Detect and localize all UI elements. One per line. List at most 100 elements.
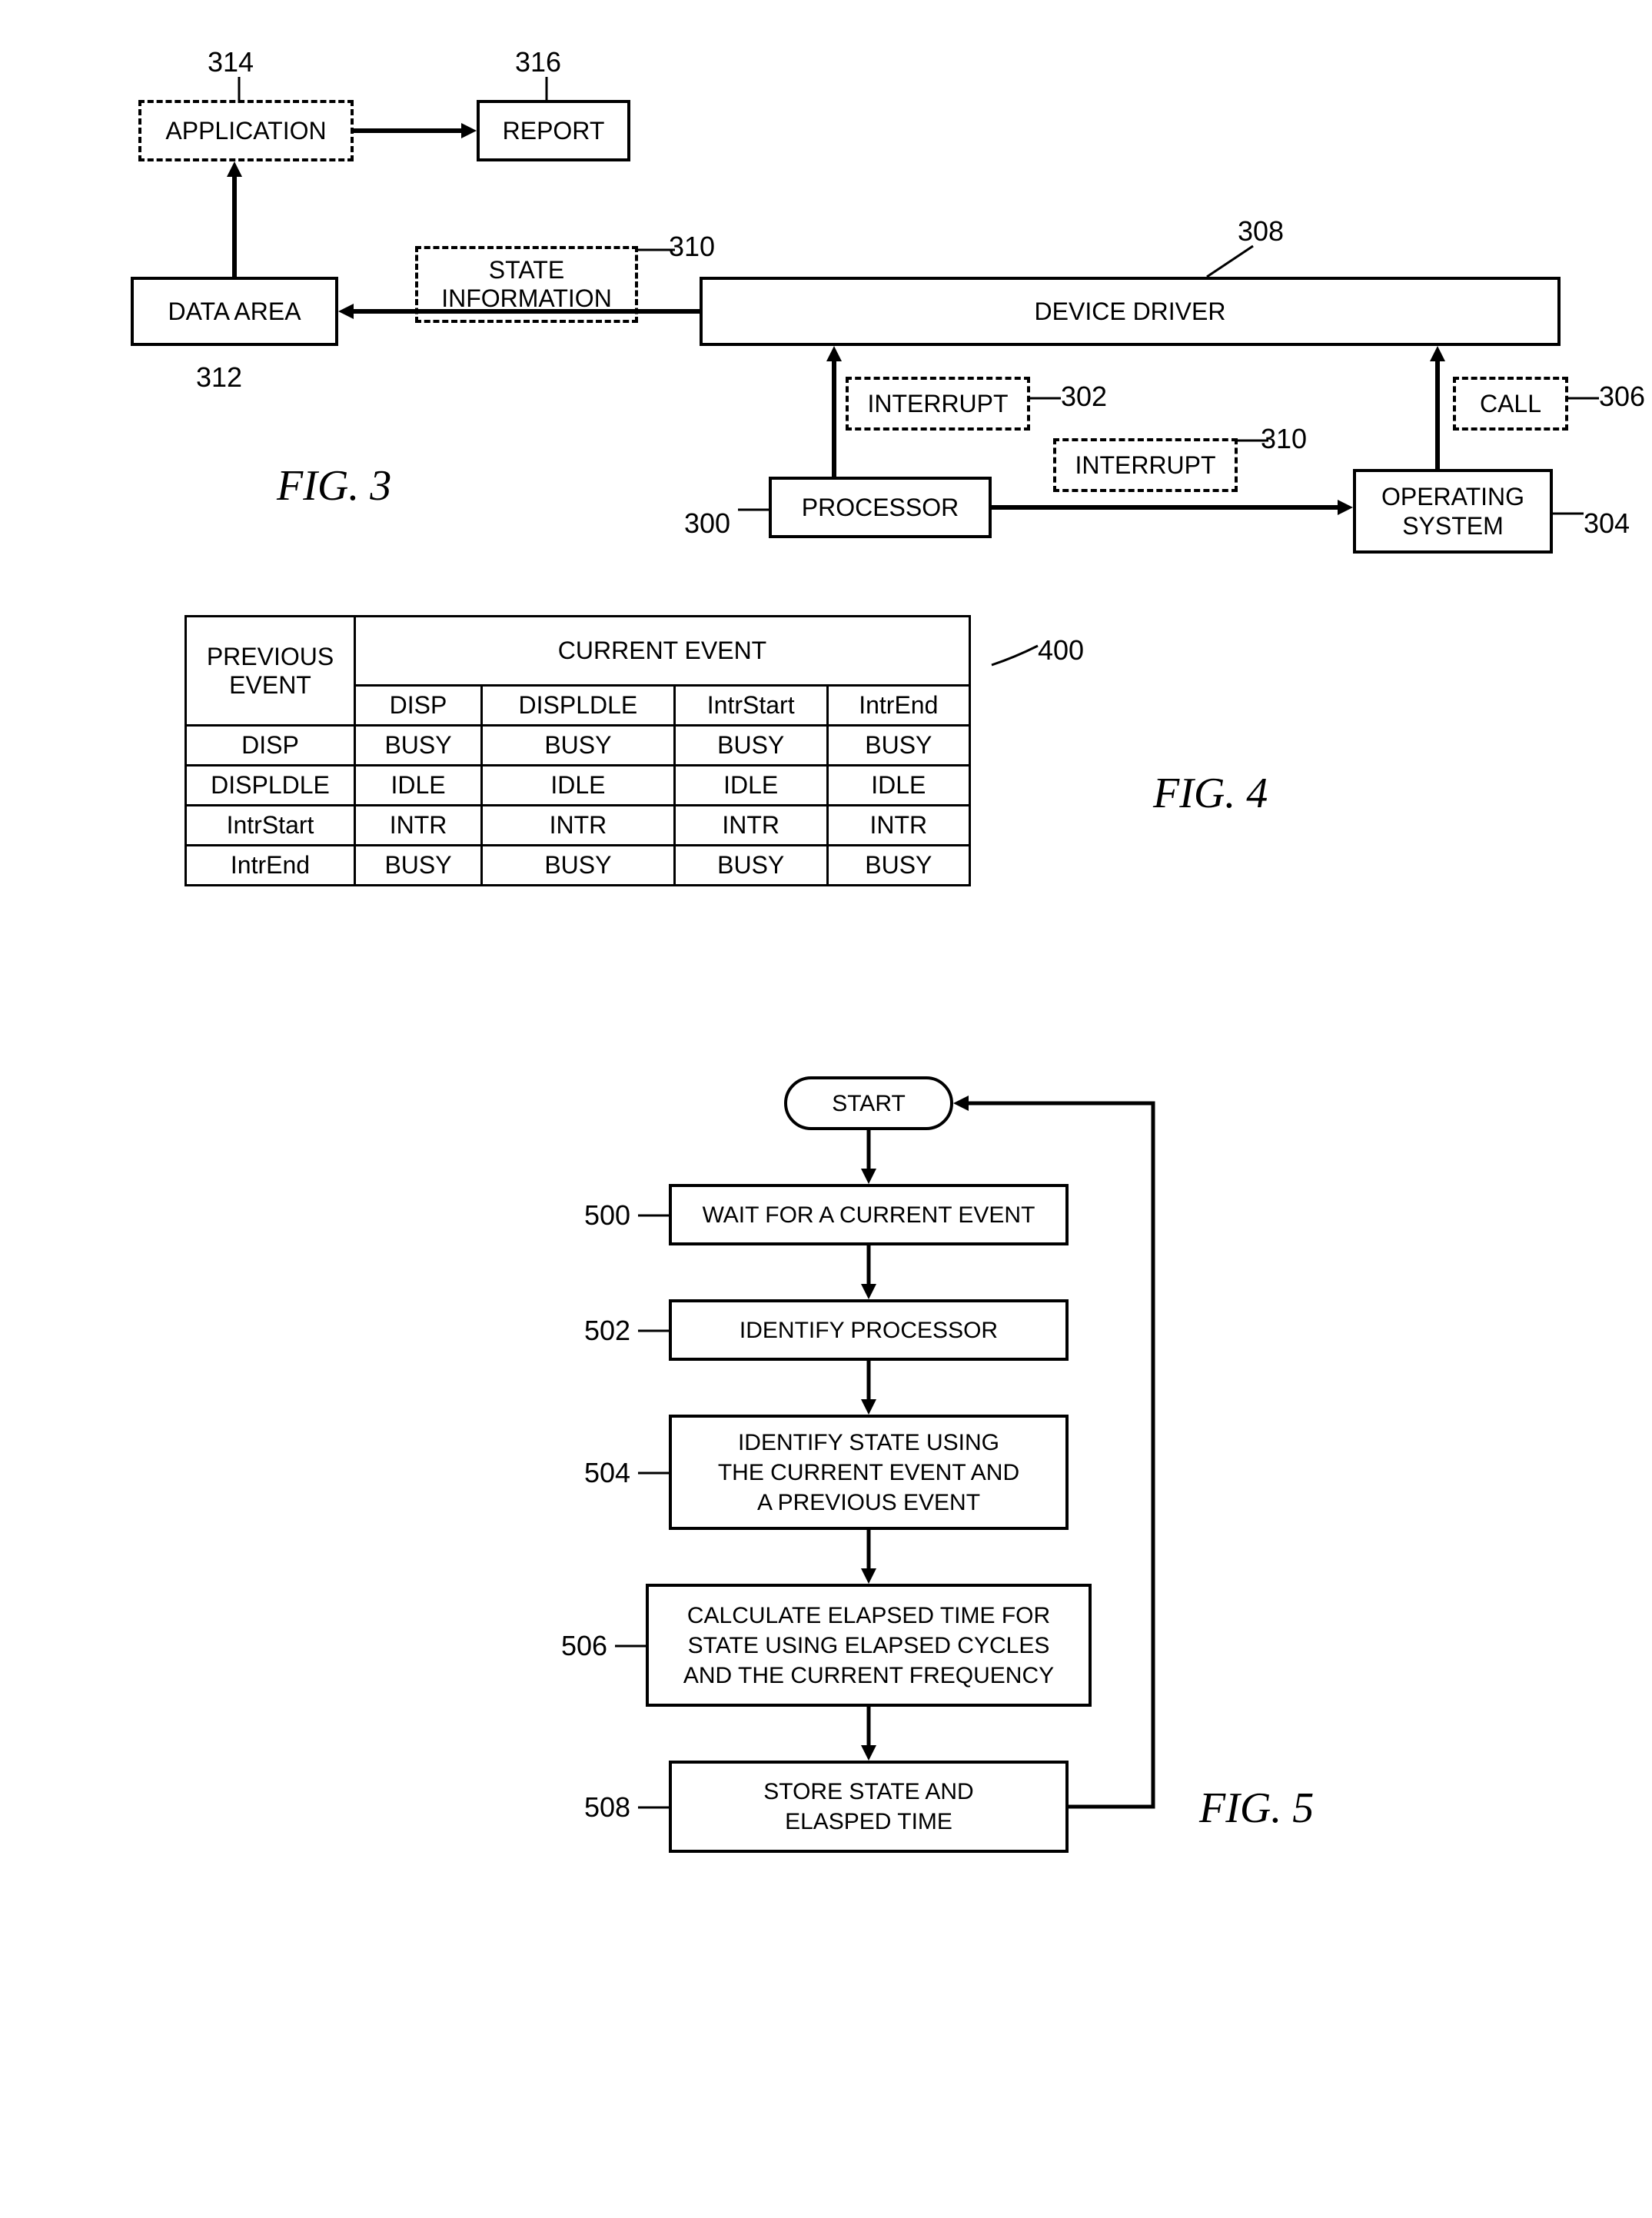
step-500-label: WAIT FOR A CURRENT EVENT bbox=[703, 1200, 1035, 1230]
arrow-proc-driver bbox=[826, 346, 842, 477]
leader-508 bbox=[638, 1805, 669, 1810]
fig4-label: FIG. 4 bbox=[1153, 769, 1268, 818]
report-label: REPORT bbox=[503, 116, 605, 145]
fig3-diagram: APPLICATION 314 REPORT 316 DATA AREA 312… bbox=[31, 31, 1621, 569]
report-ref: 316 bbox=[515, 46, 561, 78]
row-1-cell-0: IDLE bbox=[355, 766, 482, 806]
arrow-os-driver bbox=[1430, 346, 1445, 469]
step-502-label: IDENTIFY PROCESSOR bbox=[740, 1315, 998, 1345]
fig5-flowchart: START WAIT FOR A CURRENT EVENT 500 IDENT… bbox=[31, 1076, 1621, 2153]
leader-310b bbox=[1238, 438, 1268, 443]
interrupt1-ref: 302 bbox=[1061, 381, 1107, 413]
col-2: IntrStart bbox=[674, 686, 827, 726]
arrow-start-500 bbox=[861, 1130, 876, 1184]
row-1-cell-1: IDLE bbox=[482, 766, 675, 806]
step-500-box: WAIT FOR A CURRENT EVENT bbox=[669, 1184, 1069, 1245]
leader-506 bbox=[615, 1644, 646, 1648]
arrow-driver-data bbox=[338, 304, 700, 319]
state-info-ref: 310 bbox=[669, 231, 715, 263]
col-1: DISPLDLE bbox=[482, 686, 675, 726]
step-508-box: STORE STATE AND ELASPED TIME bbox=[669, 1761, 1069, 1853]
row-1-cell-3: IDLE bbox=[827, 766, 969, 806]
application-label: APPLICATION bbox=[165, 117, 326, 145]
leader-300 bbox=[738, 507, 769, 512]
fig4-ref: 400 bbox=[1038, 634, 1084, 667]
step-506-box: CALCULATE ELAPSED TIME FOR STATE USING E… bbox=[646, 1584, 1092, 1707]
row-3-cell-0: BUSY bbox=[355, 846, 482, 886]
step-502-ref: 502 bbox=[584, 1315, 630, 1347]
arrow-data-app bbox=[227, 161, 242, 277]
os-label: OPERATING SYSTEM bbox=[1381, 482, 1524, 541]
leader-314 bbox=[237, 77, 241, 103]
processor-label: PROCESSOR bbox=[802, 493, 959, 522]
arrow-506-508 bbox=[861, 1707, 876, 1761]
feedback-arrow bbox=[1069, 1099, 1176, 1814]
processor-ref: 300 bbox=[684, 507, 730, 540]
device-driver-box: DEVICE DRIVER bbox=[700, 277, 1561, 346]
row-2-cell-2: INTR bbox=[674, 806, 827, 846]
row-0-cell-2: BUSY bbox=[674, 726, 827, 766]
row-2-cell-3: INTR bbox=[827, 806, 969, 846]
step-502-box: IDENTIFY PROCESSOR bbox=[669, 1299, 1069, 1361]
row-0-cell-3: BUSY bbox=[827, 726, 969, 766]
table-row: DISP BUSY BUSY BUSY BUSY bbox=[186, 726, 970, 766]
th-curr: CURRENT EVENT bbox=[355, 617, 970, 686]
leader-310a bbox=[638, 248, 675, 252]
row-0-cell-0: BUSY bbox=[355, 726, 482, 766]
os-ref: 304 bbox=[1584, 507, 1630, 540]
fig3-label: FIG. 3 bbox=[277, 461, 391, 510]
table-row: DISPLDLE IDLE IDLE IDLE IDLE bbox=[186, 766, 970, 806]
row-3-cell-1: BUSY bbox=[482, 846, 675, 886]
row-3-cell-3: BUSY bbox=[827, 846, 969, 886]
call-box: CALL bbox=[1453, 377, 1568, 431]
th-prev: PREVIOUS EVENT bbox=[186, 617, 355, 726]
row-3-label: IntrEnd bbox=[186, 846, 355, 886]
data-area-label: DATA AREA bbox=[168, 297, 301, 326]
fig4-table-container: PREVIOUS EVENT CURRENT EVENT DISP DISPLD… bbox=[31, 615, 1621, 1015]
leader-304 bbox=[1553, 511, 1584, 516]
step-508-label: STORE STATE AND ELASPED TIME bbox=[763, 1777, 973, 1837]
interrupt2-label: INTERRUPT bbox=[1075, 451, 1215, 480]
feedback-arrow-head bbox=[953, 1096, 1069, 1111]
os-box: OPERATING SYSTEM bbox=[1353, 469, 1553, 554]
device-driver-label: DEVICE DRIVER bbox=[1035, 297, 1226, 326]
row-3-cell-2: BUSY bbox=[674, 846, 827, 886]
table-row: IntrEnd BUSY BUSY BUSY BUSY bbox=[186, 846, 970, 886]
state-table: PREVIOUS EVENT CURRENT EVENT DISP DISPLD… bbox=[184, 615, 971, 886]
step-504-ref: 504 bbox=[584, 1457, 630, 1489]
processor-box: PROCESSOR bbox=[769, 477, 992, 538]
data-area-ref: 312 bbox=[196, 361, 242, 394]
row-2-cell-0: INTR bbox=[355, 806, 482, 846]
leader-502 bbox=[638, 1328, 669, 1333]
start-label: START bbox=[832, 1089, 906, 1119]
leader-308 bbox=[1207, 246, 1261, 277]
interrupt2-box: INTERRUPT bbox=[1053, 438, 1238, 492]
leader-306 bbox=[1568, 396, 1599, 401]
leader-316 bbox=[544, 77, 549, 103]
interrupt1-box: INTERRUPT bbox=[846, 377, 1030, 431]
step-500-ref: 500 bbox=[584, 1199, 630, 1232]
arrow-proc-os bbox=[992, 500, 1353, 515]
data-area-box: DATA AREA bbox=[131, 277, 338, 346]
start-box: START bbox=[784, 1076, 953, 1130]
arrow-504-506 bbox=[861, 1530, 876, 1584]
step-506-label: CALCULATE ELAPSED TIME FOR STATE USING E… bbox=[683, 1601, 1054, 1691]
row-0-label: DISP bbox=[186, 726, 355, 766]
fig5-label: FIG. 5 bbox=[1199, 1784, 1314, 1833]
row-0-cell-1: BUSY bbox=[482, 726, 675, 766]
leader-504 bbox=[638, 1471, 669, 1475]
col-3: IntrEnd bbox=[827, 686, 969, 726]
row-2-cell-1: INTR bbox=[482, 806, 675, 846]
application-box: APPLICATION bbox=[138, 100, 354, 161]
table-row: IntrStart INTR INTR INTR INTR bbox=[186, 806, 970, 846]
step-504-box: IDENTIFY STATE USING THE CURRENT EVENT A… bbox=[669, 1415, 1069, 1530]
leader-400 bbox=[992, 646, 1038, 669]
report-box: REPORT bbox=[477, 100, 630, 161]
arrow-502-504 bbox=[861, 1361, 876, 1415]
leader-500 bbox=[638, 1213, 669, 1218]
row-1-cell-2: IDLE bbox=[674, 766, 827, 806]
arrow-500-502 bbox=[861, 1245, 876, 1299]
call-ref: 306 bbox=[1599, 381, 1645, 413]
row-2-label: IntrStart bbox=[186, 806, 355, 846]
step-508-ref: 508 bbox=[584, 1791, 630, 1824]
